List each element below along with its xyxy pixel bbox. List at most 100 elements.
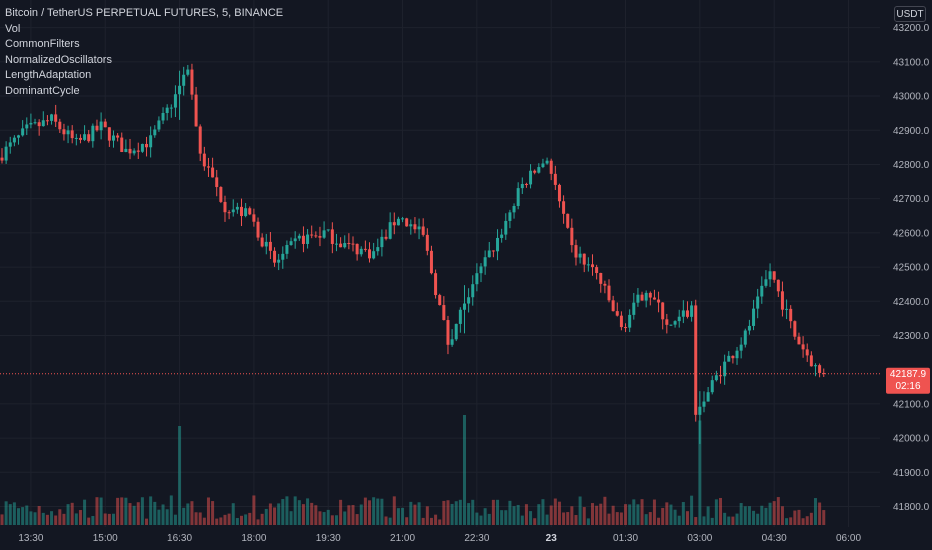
time-tick-label: 23 bbox=[546, 533, 558, 544]
candle-body bbox=[297, 235, 301, 239]
candle-body bbox=[690, 305, 694, 317]
volume-bar bbox=[475, 512, 479, 525]
volume-bar bbox=[458, 499, 462, 525]
volume-bar bbox=[54, 515, 58, 525]
volume-bar bbox=[215, 518, 219, 525]
volume-bar bbox=[619, 512, 623, 525]
candle-body bbox=[818, 365, 822, 373]
time-axis[interactable]: 13:30 15:00 16:30 18:00 19:30 21:00 22:30 23 01:… bbox=[18, 533, 861, 544]
candle-body bbox=[599, 272, 603, 284]
candle-body bbox=[12, 137, 16, 143]
candle-body bbox=[29, 122, 33, 125]
volume-bar bbox=[813, 498, 817, 525]
volume-bar bbox=[363, 497, 367, 525]
price-tick-label: 43200.0 bbox=[893, 23, 930, 34]
candle-body bbox=[417, 226, 421, 230]
volume-bar bbox=[347, 505, 351, 525]
volume-bar bbox=[169, 495, 173, 525]
volume-bar bbox=[322, 512, 326, 525]
candle-body bbox=[219, 187, 223, 202]
candle-body bbox=[611, 300, 615, 312]
volume-bar bbox=[491, 499, 495, 525]
indicator-common-filters[interactable]: CommonFilters bbox=[5, 38, 80, 50]
volume-bar bbox=[690, 495, 694, 525]
candle-body bbox=[520, 183, 524, 189]
volume-bar bbox=[702, 516, 706, 525]
candle-body bbox=[37, 122, 41, 127]
volume-bar bbox=[50, 511, 54, 525]
volume-bar bbox=[355, 514, 359, 525]
candle-body bbox=[586, 264, 590, 266]
volume-bar bbox=[818, 502, 822, 525]
currency-button[interactable]: USDT bbox=[894, 6, 926, 22]
candle-body bbox=[516, 188, 520, 206]
candle-body bbox=[256, 221, 260, 238]
volume-bar bbox=[194, 512, 198, 525]
candle-body bbox=[260, 237, 264, 247]
volume-bar bbox=[599, 503, 603, 525]
last-price-label: 42187.9 02:16 bbox=[886, 367, 930, 394]
candle-body bbox=[673, 321, 677, 325]
volume-bar bbox=[603, 496, 607, 525]
volume-bar bbox=[570, 506, 574, 525]
indicator-vol[interactable]: Vol bbox=[5, 22, 21, 35]
indicator-normalized-oscillators[interactable]: NormalizedOscillators bbox=[5, 53, 112, 66]
candle-body bbox=[314, 235, 318, 237]
candle-body bbox=[301, 235, 305, 244]
volume-bar bbox=[186, 503, 190, 525]
volume-bar bbox=[256, 519, 260, 525]
volume-bar bbox=[240, 515, 244, 525]
indicator-length-adaptation[interactable]: LengthAdaptation bbox=[5, 69, 92, 81]
volume-bar bbox=[351, 505, 355, 525]
volume-bar bbox=[557, 501, 561, 525]
volume-bar bbox=[17, 508, 21, 525]
price-axis[interactable]: 43200.0 43100.0 43000.0 42900.0 42800.0 42700… bbox=[893, 23, 930, 513]
volume-bar bbox=[227, 513, 231, 525]
candle-body bbox=[789, 308, 793, 322]
time-tick-label: 22:30 bbox=[464, 533, 489, 544]
candle-body bbox=[681, 310, 685, 317]
symbol-title[interactable]: Bitcoin / TetherUS PERPETUAL FUTURES, 5,… bbox=[5, 7, 284, 19]
candle-body bbox=[173, 94, 177, 108]
volume-bar bbox=[12, 502, 16, 525]
volume-bar bbox=[438, 519, 442, 525]
candle-body bbox=[351, 243, 355, 245]
volume-bar bbox=[70, 502, 74, 525]
candle-body bbox=[8, 142, 12, 147]
volume-bar bbox=[83, 499, 87, 525]
candle-body bbox=[743, 330, 747, 345]
candle-body bbox=[21, 128, 25, 136]
candle-body bbox=[619, 315, 623, 328]
volume-bar bbox=[343, 511, 347, 525]
candle-body bbox=[153, 129, 157, 136]
volume-bar bbox=[293, 496, 297, 525]
volume-bar bbox=[107, 513, 111, 525]
volume-bar bbox=[173, 514, 177, 525]
candle-body bbox=[487, 250, 491, 258]
volume-bar bbox=[710, 517, 714, 525]
candle-body bbox=[359, 248, 363, 255]
candle-body bbox=[103, 121, 107, 128]
candle-body bbox=[169, 107, 173, 109]
candle-body bbox=[140, 143, 144, 152]
volume-bar bbox=[747, 506, 751, 525]
volume-bar bbox=[760, 505, 764, 525]
volume-bar bbox=[640, 499, 644, 525]
candle-body bbox=[512, 205, 516, 213]
volume-bar bbox=[628, 504, 632, 525]
volume-bar bbox=[413, 504, 417, 525]
last-price-value: 42187.9 bbox=[890, 369, 927, 380]
candle-body bbox=[54, 114, 58, 122]
candle-body bbox=[429, 250, 433, 274]
candle-body bbox=[644, 292, 648, 301]
volume-bar bbox=[706, 506, 710, 525]
indicator-dominant-cycle[interactable]: DominantCycle bbox=[5, 84, 80, 97]
volume-bar bbox=[153, 501, 157, 525]
volume-bar bbox=[425, 506, 429, 525]
candle-body bbox=[339, 243, 343, 248]
volume-bar bbox=[524, 504, 528, 525]
time-tick-label: 18:00 bbox=[241, 533, 266, 544]
volume-bar bbox=[504, 510, 508, 525]
candle-body bbox=[450, 339, 454, 345]
